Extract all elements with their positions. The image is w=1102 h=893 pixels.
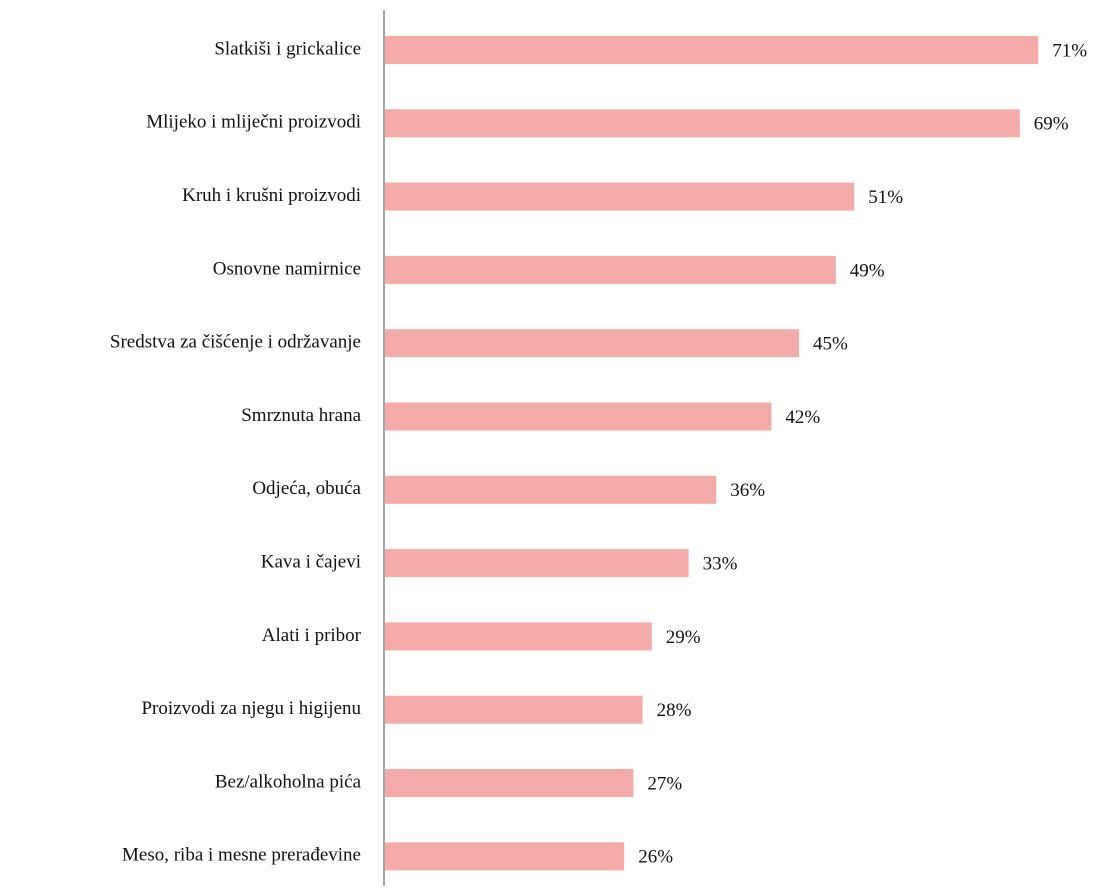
value-label: 28%: [657, 700, 692, 721]
bar: [385, 842, 625, 871]
value-label: 33%: [703, 553, 738, 574]
category-label: Kava i čajevi: [261, 551, 361, 572]
value-label: 36%: [730, 480, 765, 501]
category-label: Meso, riba i mesne prerađevine: [122, 845, 361, 866]
bar: [385, 695, 643, 724]
value-label: 26%: [638, 847, 673, 868]
value-label: 51%: [868, 187, 903, 208]
category-label: Mlijeko i mliječni proizvodi: [146, 112, 361, 133]
value-label: 29%: [666, 627, 701, 648]
bar: [385, 475, 717, 504]
bar: [385, 36, 1039, 64]
value-label: 45%: [813, 334, 848, 355]
category-label: Osnovne namirnice: [213, 258, 361, 279]
category-label: Kruh i krušni proizvodi: [182, 185, 361, 206]
bar: [385, 622, 652, 651]
bar: [385, 402, 772, 431]
value-label: 49%: [850, 260, 885, 281]
category-label: Bez/alkoholna pića: [215, 771, 362, 792]
category-label: Alati i pribor: [262, 625, 362, 646]
bar: [385, 329, 799, 358]
value-label: 69%: [1034, 114, 1069, 135]
bar: [385, 255, 836, 284]
value-label: 71%: [1052, 40, 1087, 61]
bar: [385, 549, 689, 578]
category-label: Odjeća, obuća: [252, 478, 361, 499]
bar: [385, 182, 855, 211]
category-label: Proizvodi za njegu i higijenu: [141, 698, 361, 719]
bar: [385, 769, 634, 797]
value-label: 27%: [647, 773, 682, 794]
bar: [385, 109, 1020, 138]
category-label: Slatkiši i grickalice: [214, 38, 361, 59]
category-label: Smrznuta hrana: [241, 405, 361, 426]
value-label: 42%: [785, 407, 820, 428]
category-label: Sredstva za čišćenje i održavanje: [110, 332, 361, 353]
